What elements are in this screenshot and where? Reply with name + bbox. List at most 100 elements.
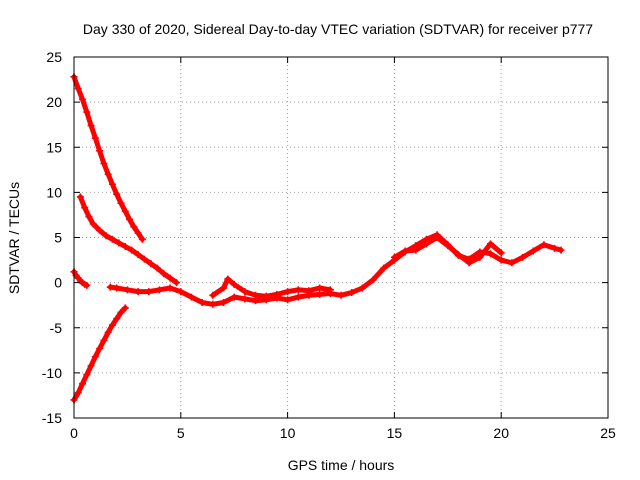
- data-point: [209, 300, 217, 308]
- y-tick-label: 25: [46, 49, 62, 65]
- data-point: [337, 291, 345, 299]
- data-point: [454, 251, 462, 259]
- data-point: [96, 226, 104, 234]
- data-point: [76, 193, 84, 201]
- series-arc-upper-branch: [209, 275, 334, 300]
- data-point: [83, 108, 91, 116]
- data-point: [316, 290, 324, 298]
- data-point: [497, 256, 505, 264]
- data-point: [252, 291, 260, 299]
- data-point: [128, 246, 136, 254]
- data-point: [113, 190, 121, 198]
- data-point: [121, 243, 129, 251]
- data-point: [187, 293, 195, 301]
- y-tick-label: 15: [46, 139, 62, 155]
- y-tick-label: 20: [46, 94, 62, 110]
- data-point: [540, 241, 548, 249]
- data-point: [209, 291, 217, 299]
- data-point: [113, 315, 121, 323]
- x-tick-label: 0: [70, 425, 78, 441]
- data-point: [390, 253, 398, 261]
- x-tick-label: 25: [600, 425, 616, 441]
- data-point: [316, 284, 324, 292]
- data-point: [497, 249, 505, 257]
- series-arc-rising-low: [70, 304, 129, 404]
- x-tick-label: 20: [493, 425, 509, 441]
- data-point: [326, 286, 334, 294]
- data-point: [401, 247, 409, 255]
- data-point: [100, 159, 108, 167]
- data-point: [294, 286, 302, 294]
- data-point: [487, 240, 495, 248]
- y-axis-label: SDTVAR / TECUs: [6, 182, 22, 294]
- data-point: [134, 229, 142, 237]
- x-axis-label: GPS time / hours: [288, 457, 395, 473]
- data-point: [87, 362, 95, 370]
- data-point: [83, 281, 91, 289]
- data-point: [115, 239, 123, 247]
- data-point: [465, 259, 473, 267]
- data-point: [96, 147, 104, 155]
- data-point: [551, 244, 559, 252]
- data-series: [70, 73, 565, 404]
- data-point: [140, 255, 148, 263]
- data-point: [121, 304, 129, 312]
- data-point: [145, 288, 153, 296]
- data-point: [83, 371, 91, 379]
- data-point: [220, 284, 228, 292]
- data-point: [91, 134, 99, 142]
- axis-ticks: 0 5 10 15 20 25 -15 -10 -5 0 5 10 15 20 25: [42, 49, 616, 441]
- data-point: [294, 293, 302, 301]
- chart-title: Day 330 of 2020, Sidereal Day-to-day VTE…: [83, 21, 593, 37]
- data-point: [241, 288, 249, 296]
- x-tick-label: 15: [387, 425, 403, 441]
- data-point: [284, 288, 292, 296]
- data-point: [284, 296, 292, 304]
- data-point: [348, 289, 356, 297]
- data-point: [89, 220, 97, 228]
- data-point: [79, 380, 87, 388]
- data-point: [230, 280, 238, 288]
- data-point: [100, 336, 108, 344]
- data-point: [106, 283, 114, 291]
- data-point: [147, 260, 155, 268]
- data-point: [273, 290, 281, 298]
- data-point: [79, 95, 87, 103]
- grid-lines: [74, 57, 608, 418]
- data-point: [130, 223, 138, 231]
- data-point: [108, 321, 116, 329]
- data-point: [519, 253, 527, 261]
- data-point: [198, 298, 206, 306]
- data-point: [487, 250, 495, 258]
- data-point: [166, 284, 174, 292]
- series-arc-mid-branch: [390, 234, 505, 267]
- data-point: [91, 353, 99, 361]
- data-point: [230, 293, 238, 301]
- data-point: [134, 251, 142, 259]
- data-point: [121, 207, 129, 215]
- y-tick-label: 5: [54, 230, 62, 246]
- y-tick-label: -5: [50, 320, 63, 336]
- y-tick-label: 0: [54, 275, 62, 291]
- data-point: [113, 284, 121, 292]
- data-point: [529, 247, 537, 255]
- data-point: [117, 199, 125, 207]
- data-point: [155, 286, 163, 294]
- data-point: [220, 298, 228, 306]
- data-point: [117, 308, 125, 316]
- y-tick-label: -15: [42, 410, 62, 426]
- data-point: [108, 235, 116, 243]
- data-point: [305, 287, 313, 295]
- data-point: [123, 286, 131, 294]
- data-point: [134, 288, 142, 296]
- data-point: [96, 345, 104, 353]
- data-point: [85, 213, 93, 221]
- data-point: [557, 246, 565, 254]
- data-point: [476, 253, 484, 261]
- x-tick-label: 5: [177, 425, 185, 441]
- series-arc-decay-from-9: [76, 193, 181, 287]
- data-point: [358, 284, 366, 292]
- data-point: [138, 235, 146, 243]
